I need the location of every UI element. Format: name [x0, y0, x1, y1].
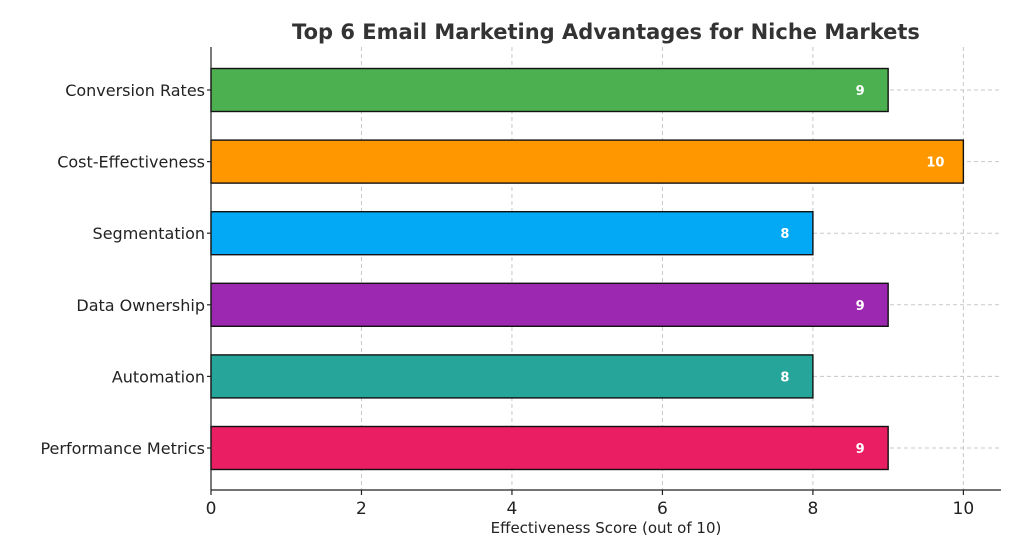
- x-tick-label: 4: [507, 499, 518, 519]
- x-tick-label: 2: [356, 499, 367, 519]
- x-tick-label: 10: [953, 499, 975, 519]
- category-label: Performance Metrics: [40, 439, 205, 458]
- bar-value-label: 8: [780, 370, 789, 385]
- category-label: Data Ownership: [76, 296, 205, 315]
- grid-layer: [210, 47, 1001, 490]
- category-label: Conversion Rates: [65, 81, 205, 100]
- chart-title: Top 6 Email Marketing Advantages for Nic…: [292, 20, 920, 44]
- bar: [210, 67, 889, 113]
- category-label: Automation: [112, 367, 205, 386]
- x-axis-title: Effectiveness Score (out of 10): [491, 519, 722, 537]
- bar: [210, 210, 814, 256]
- category-label: Cost-Effectiveness: [57, 153, 205, 172]
- bar: [210, 425, 889, 471]
- bar-value-label: 10: [926, 156, 944, 171]
- labels-layer: 9 Conversion Rates 10 Cost-Effectiveness 8 Se…: [40, 81, 974, 519]
- x-tick-label: 0: [206, 499, 217, 519]
- bar-value-label: 9: [856, 442, 865, 457]
- x-tick-label: 8: [807, 499, 818, 519]
- x-tick-label: 6: [657, 499, 668, 519]
- bar-value-label: 9: [856, 299, 865, 314]
- bar: [210, 139, 965, 184]
- bar-value-label: 9: [856, 84, 865, 99]
- bar-value-label: 8: [780, 227, 789, 242]
- category-label: Segmentation: [93, 224, 205, 243]
- axes-layer: [207, 47, 1001, 495]
- bar: [210, 282, 889, 327]
- bars-layer: [210, 67, 965, 471]
- bar: [210, 354, 814, 399]
